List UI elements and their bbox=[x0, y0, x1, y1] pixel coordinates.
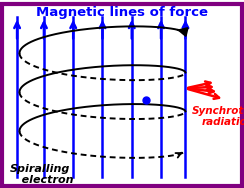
Text: Magnetic lines of force: Magnetic lines of force bbox=[36, 6, 208, 19]
Text: Synchrotron
radiation: Synchrotron radiation bbox=[192, 106, 244, 127]
Text: Spiralling
   electron: Spiralling electron bbox=[10, 164, 73, 185]
